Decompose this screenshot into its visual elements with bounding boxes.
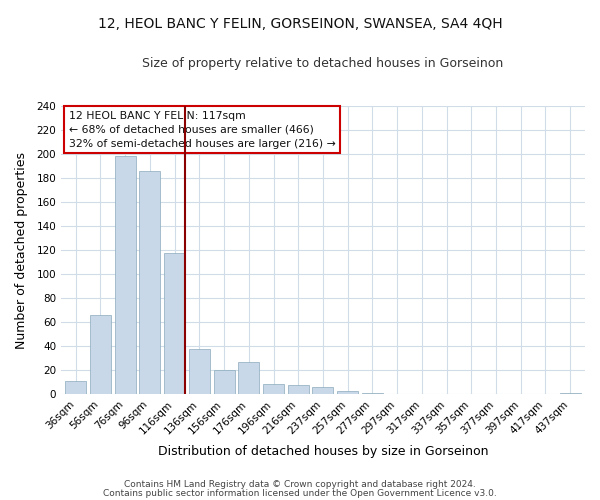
- Bar: [362, 393, 383, 394]
- Bar: [90, 315, 111, 394]
- Text: 12 HEOL BANC Y FELIN: 117sqm
← 68% of detached houses are smaller (466)
32% of s: 12 HEOL BANC Y FELIN: 117sqm ← 68% of de…: [69, 110, 335, 148]
- Bar: [115, 156, 136, 394]
- Text: Contains public sector information licensed under the Open Government Licence v3: Contains public sector information licen…: [103, 488, 497, 498]
- X-axis label: Distribution of detached houses by size in Gorseinon: Distribution of detached houses by size …: [158, 444, 488, 458]
- Bar: [65, 381, 86, 394]
- Text: Contains HM Land Registry data © Crown copyright and database right 2024.: Contains HM Land Registry data © Crown c…: [124, 480, 476, 489]
- Bar: [238, 362, 259, 394]
- Bar: [139, 171, 160, 394]
- Bar: [214, 370, 235, 394]
- Bar: [337, 391, 358, 394]
- Bar: [189, 349, 210, 395]
- Bar: [560, 393, 581, 394]
- Y-axis label: Number of detached properties: Number of detached properties: [15, 152, 28, 349]
- Bar: [263, 384, 284, 394]
- Bar: [164, 253, 185, 394]
- Bar: [313, 387, 334, 394]
- Text: 12, HEOL BANC Y FELIN, GORSEINON, SWANSEA, SA4 4QH: 12, HEOL BANC Y FELIN, GORSEINON, SWANSE…: [98, 18, 502, 32]
- Bar: [288, 385, 309, 394]
- Title: Size of property relative to detached houses in Gorseinon: Size of property relative to detached ho…: [142, 58, 503, 70]
